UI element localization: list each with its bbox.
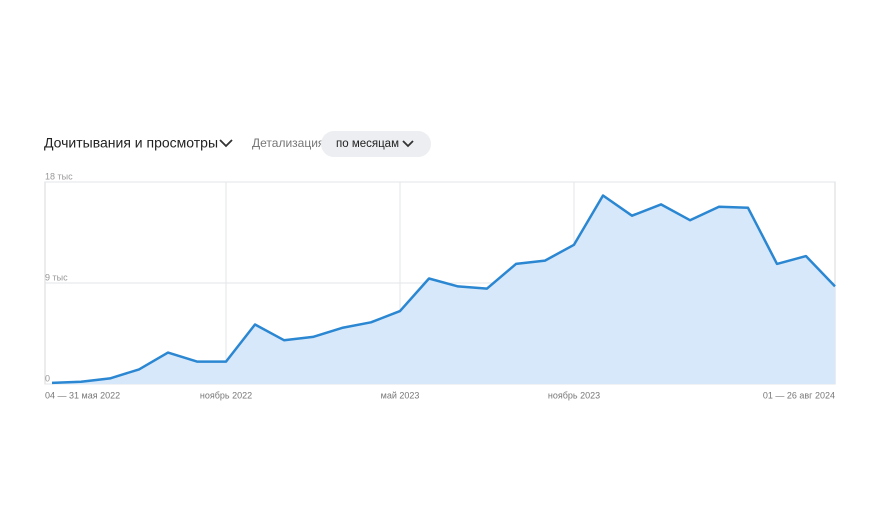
period-value[interactable]: по месяцам [336, 138, 399, 150]
y-tick-label: 18 тыс [45, 171, 73, 181]
y-tick-label: 0 [45, 373, 50, 383]
detail-label: Детализация [252, 136, 324, 150]
period-button[interactable] [321, 131, 431, 157]
x-tick-label: 01 — 26 авг 2024 [763, 390, 835, 400]
x-tick-label: май 2023 [381, 390, 420, 400]
area [52, 195, 835, 384]
x-tick-label: ноябрь 2022 [200, 390, 252, 400]
line [51, 194, 836, 385]
period-chevron[interactable] [402, 140, 414, 148]
chart-title: Дочитывания и просмотры [44, 135, 218, 151]
title-chevron[interactable] [219, 139, 233, 148]
x-tick-label: ноябрь 2023 [548, 390, 600, 400]
y-tick-label: 9 тыс [45, 272, 68, 282]
x-tick-label: 04 — 31 мая 2022 [45, 390, 120, 400]
